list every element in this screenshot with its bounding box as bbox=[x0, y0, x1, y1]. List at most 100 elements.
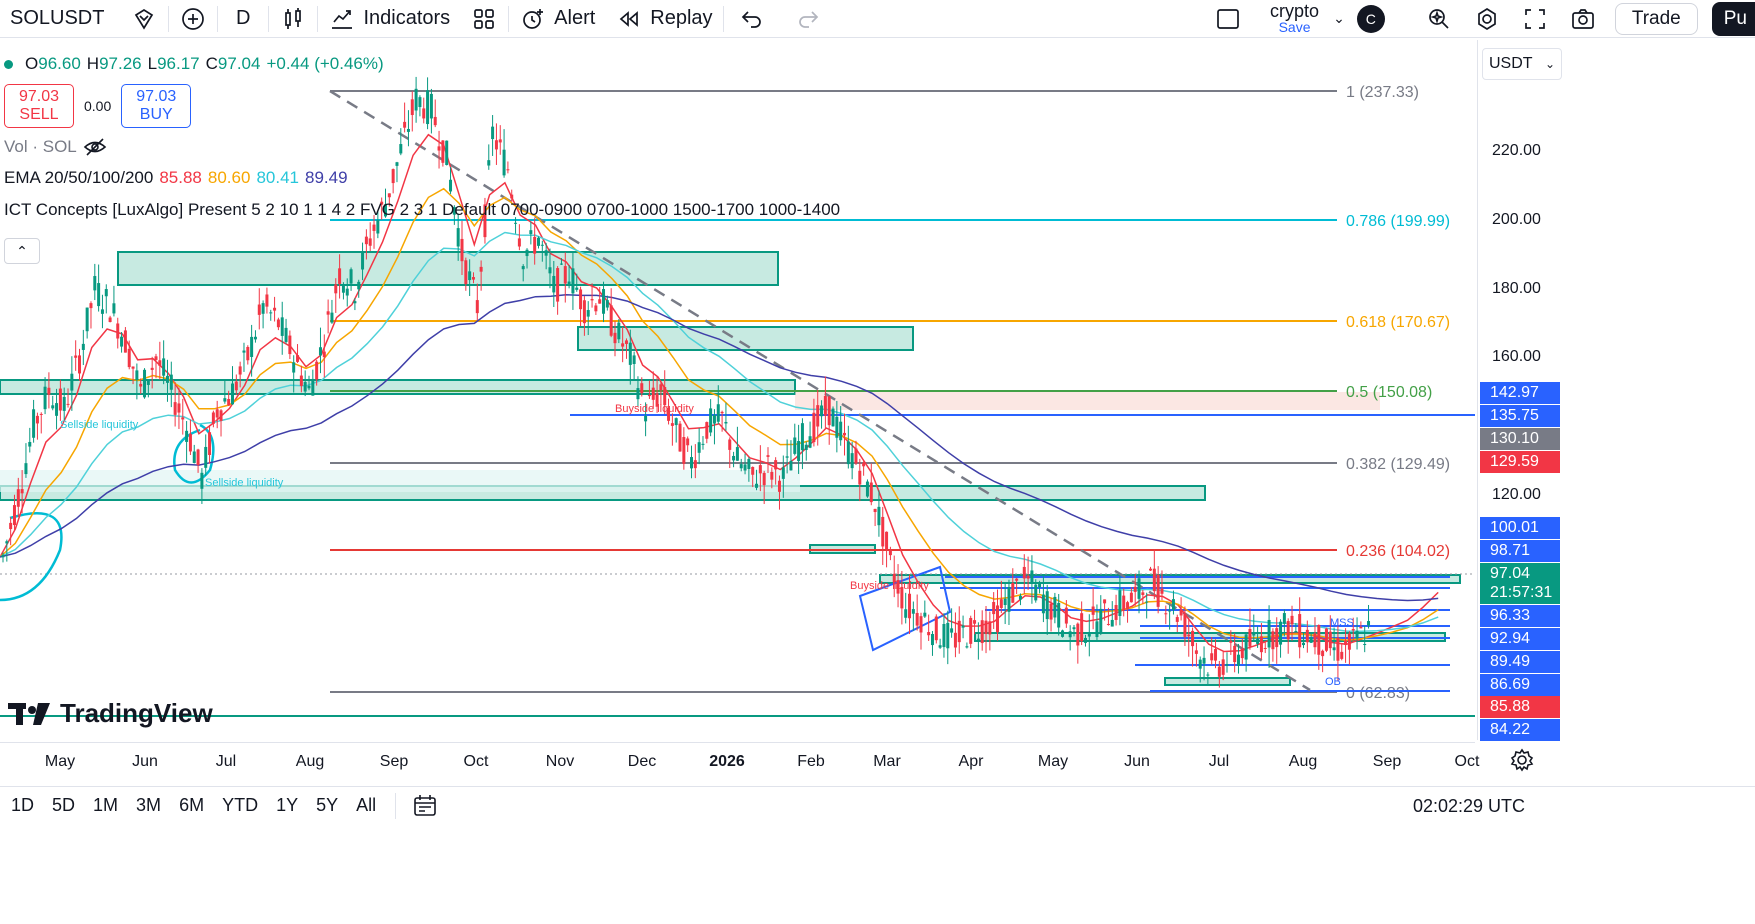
chevron-down-icon: ⌄ bbox=[1333, 10, 1345, 26]
snapshot-button[interactable] bbox=[1559, 0, 1607, 38]
time-axis[interactable]: May Jun Jul Aug Sep Oct Nov Dec 2026 Feb Mar Apr May… bbox=[0, 742, 1479, 778]
candle-body bbox=[533, 236, 537, 254]
candle-body bbox=[1259, 636, 1263, 653]
candle-body bbox=[39, 413, 43, 415]
ema100-value: 80.41 bbox=[256, 168, 299, 187]
range-button-5d[interactable]: 5D bbox=[52, 795, 76, 815]
candle-body bbox=[238, 366, 242, 375]
candle-body bbox=[1286, 621, 1290, 640]
ict-row[interactable]: ICT Concepts [LuxAlgo] Present 5 2 10 1 … bbox=[4, 194, 840, 226]
candle-body bbox=[1206, 674, 1210, 676]
divider bbox=[508, 5, 510, 32]
channel-drawing bbox=[858, 565, 952, 652]
candle-body bbox=[1126, 602, 1130, 609]
layout-save-menu[interactable]: crypto Save bbox=[1262, 2, 1327, 35]
axis-settings-icon[interactable] bbox=[1510, 748, 1534, 772]
compare-icon bbox=[130, 5, 158, 33]
chart-pane[interactable]: 1 (237.33) 0.786 (199.99) 0.618 (170.67) 0.… bbox=[0, 40, 1475, 740]
currency-select[interactable]: USDT ⌄ bbox=[1482, 48, 1562, 80]
chart-canvas[interactable]: 1 (237.33) 0.786 (199.99) 0.618 (170.67) 0.… bbox=[0, 40, 1475, 740]
candle-body bbox=[529, 230, 533, 235]
add-symbol-button[interactable] bbox=[169, 0, 217, 38]
symbol-label: SOLUSDT bbox=[10, 7, 105, 29]
candle-body bbox=[609, 305, 613, 336]
date-range-button[interactable] bbox=[406, 793, 444, 819]
candle-body bbox=[923, 612, 927, 617]
buy-button[interactable]: 97.03 BUY bbox=[121, 84, 192, 128]
candle-body bbox=[628, 342, 632, 365]
candle-body bbox=[338, 268, 342, 284]
range-button-5y[interactable]: 5Y bbox=[316, 795, 339, 815]
candle-body bbox=[227, 398, 231, 406]
interval-button[interactable]: D bbox=[218, 0, 268, 38]
redo-button[interactable] bbox=[780, 0, 836, 38]
time-tick: Sep bbox=[1372, 753, 1402, 770]
range-button-all[interactable]: All bbox=[356, 795, 377, 815]
range-button-1y[interactable]: 1Y bbox=[276, 795, 299, 815]
candle-body bbox=[376, 220, 380, 234]
candle-body bbox=[433, 116, 437, 126]
candle-body bbox=[181, 417, 185, 420]
account-button[interactable]: C bbox=[1351, 0, 1415, 38]
fullscreen-button[interactable] bbox=[1511, 0, 1559, 38]
sell-button[interactable]: 97.03 SELL bbox=[4, 84, 74, 128]
candle-body bbox=[716, 404, 720, 422]
chart-type-button[interactable] bbox=[269, 0, 317, 38]
indicators-button[interactable]: Indicators bbox=[318, 0, 460, 38]
candle-body bbox=[368, 238, 372, 246]
candle-body bbox=[1030, 570, 1034, 584]
candle-body bbox=[1256, 638, 1260, 644]
range-button-3m[interactable]: 3M bbox=[136, 795, 162, 815]
camera-icon bbox=[1569, 5, 1597, 33]
candle-body bbox=[1363, 643, 1367, 645]
publish-button[interactable]: Pu bbox=[1706, 0, 1755, 38]
ema-row[interactable]: EMA 20/50/100/200 85.88 80.60 80.41 89.4… bbox=[4, 162, 840, 194]
undo-button[interactable] bbox=[724, 0, 780, 38]
candle-body bbox=[1351, 629, 1355, 631]
alert-button[interactable]: Alert bbox=[509, 0, 605, 38]
time-tick: Aug bbox=[1288, 753, 1318, 770]
collapse-legend-button[interactable]: ⌃ bbox=[4, 238, 40, 264]
candle-body bbox=[292, 362, 296, 373]
candle-body bbox=[100, 309, 104, 314]
candle-body bbox=[774, 460, 778, 470]
candle-body bbox=[950, 628, 954, 633]
logo-text: TradingView bbox=[60, 698, 213, 728]
range-button-ytd[interactable]: YTD bbox=[222, 795, 259, 815]
candle-body bbox=[537, 237, 540, 246]
trade-button[interactable]: Trade bbox=[1607, 0, 1706, 38]
price-axis[interactable]: 220.00 200.00 180.00 160.00 120.00 142.97 135.… bbox=[1477, 40, 1565, 741]
eye-off-icon[interactable] bbox=[83, 137, 107, 157]
quick-search-button[interactable] bbox=[1415, 0, 1463, 38]
candle-body bbox=[571, 268, 575, 294]
candle-body bbox=[701, 443, 705, 445]
candle-body bbox=[506, 169, 510, 171]
replay-button[interactable]: Replay bbox=[605, 0, 722, 38]
candle-body bbox=[827, 396, 831, 426]
candle-body bbox=[456, 228, 460, 247]
candle-body bbox=[1026, 575, 1030, 579]
layout-dropdown[interactable]: ⌄ bbox=[1327, 0, 1351, 38]
order-block-zone bbox=[1164, 677, 1291, 686]
range-button-1d[interactable]: 1D bbox=[11, 795, 35, 815]
range-button-1m[interactable]: 1M bbox=[93, 795, 119, 815]
symbol-search[interactable]: SOLUSDT bbox=[0, 0, 120, 38]
volume-row[interactable]: Vol · SOL bbox=[4, 132, 840, 162]
compare-button[interactable] bbox=[120, 0, 168, 38]
clock[interactable]: 02:02:29 UTC bbox=[1412, 796, 1525, 816]
candle-body bbox=[988, 621, 992, 635]
candle-body bbox=[395, 162, 399, 166]
candle-body bbox=[934, 616, 938, 641]
layout-button[interactable] bbox=[1194, 0, 1262, 38]
candle-body bbox=[150, 367, 154, 370]
price-tick: 220.00 bbox=[1492, 142, 1541, 159]
settings-button[interactable] bbox=[1463, 0, 1511, 38]
ict-label: ICT Concepts [LuxAlgo] Present 5 2 10 1 … bbox=[4, 200, 841, 219]
templates-button[interactable] bbox=[460, 0, 508, 38]
candle-body bbox=[915, 612, 919, 626]
candle-body bbox=[850, 453, 854, 469]
candle-body bbox=[318, 347, 322, 356]
candle-body bbox=[341, 284, 345, 293]
fvg-zone bbox=[795, 392, 1380, 410]
range-button-6m[interactable]: 6M bbox=[179, 795, 205, 815]
